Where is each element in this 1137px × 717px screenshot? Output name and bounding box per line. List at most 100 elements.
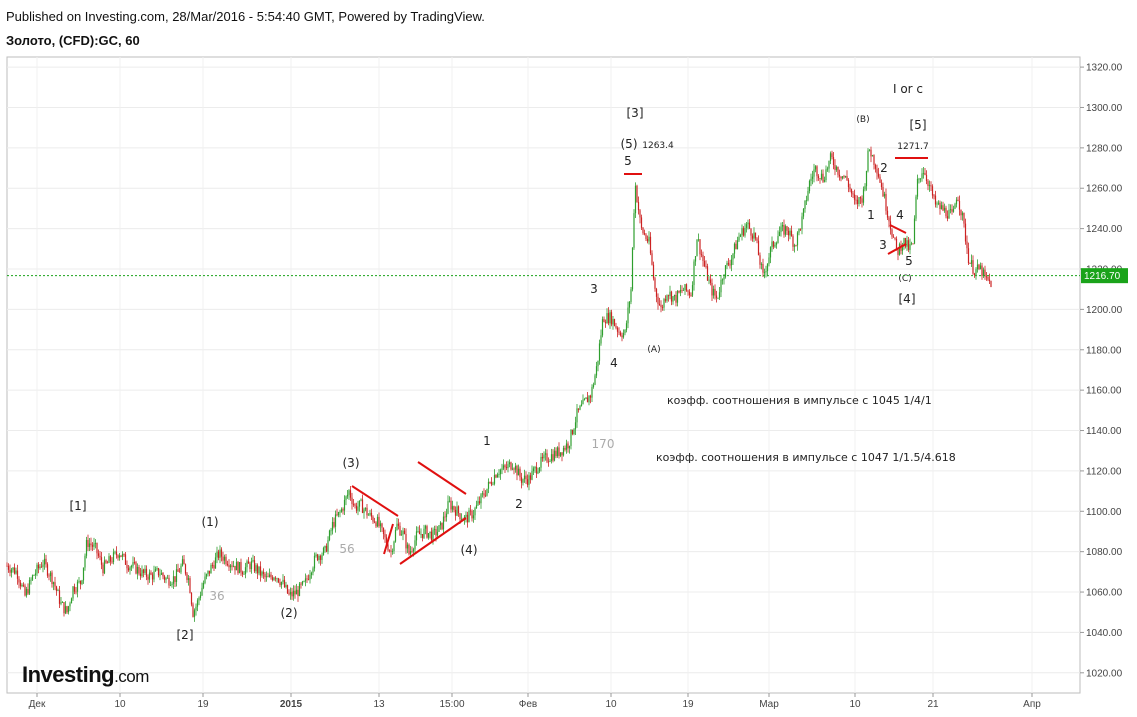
candle-body <box>708 279 710 281</box>
candle-body <box>895 238 898 249</box>
candle-body <box>76 581 79 592</box>
candle-body <box>469 510 472 512</box>
candle-body <box>585 397 587 399</box>
wave-label: I or c <box>893 82 923 96</box>
candle-body <box>123 554 125 555</box>
candle-body <box>955 199 958 205</box>
candle-body <box>429 531 431 534</box>
candle-body <box>732 253 734 260</box>
candle-body <box>145 568 148 577</box>
candle-body <box>975 269 977 275</box>
candle-body <box>97 553 100 556</box>
candle-body <box>963 212 965 224</box>
candle-body <box>843 176 845 178</box>
candle-body <box>450 500 452 510</box>
candle-body <box>117 555 119 558</box>
candle-body <box>75 591 77 593</box>
candle-body <box>337 511 340 516</box>
candle-body <box>939 202 941 210</box>
candle-body <box>486 488 488 496</box>
x-tick-label: 19 <box>682 699 694 710</box>
x-tick-label: 13 <box>373 699 385 710</box>
candle-body <box>945 207 947 217</box>
candle-body <box>790 230 793 237</box>
candle-body <box>328 530 331 541</box>
candle-body <box>297 589 299 596</box>
candle-body <box>208 570 211 574</box>
candle-body <box>570 429 572 446</box>
candle-body <box>144 568 146 573</box>
candle-body <box>490 482 493 485</box>
candle-body <box>765 271 767 273</box>
wave-label: 3 <box>879 238 887 252</box>
candle-body <box>532 468 535 472</box>
candle-body <box>258 566 260 574</box>
candle-body <box>970 260 973 264</box>
candle-body <box>988 279 991 281</box>
candle-body <box>96 542 98 554</box>
candle-body <box>600 335 602 344</box>
candle-body <box>126 564 128 569</box>
candle-body <box>43 558 46 565</box>
candle-body <box>498 474 500 475</box>
wave-label: 3 <box>590 282 598 296</box>
candle-body <box>859 197 862 199</box>
candle-body <box>736 240 739 250</box>
candle-body <box>952 208 955 212</box>
candle-body <box>798 228 800 233</box>
candle-body <box>724 265 727 277</box>
candle-body <box>139 573 142 577</box>
candle-body <box>268 574 271 577</box>
wave-markup <box>351 157 928 565</box>
wave-label: 4 <box>610 356 618 370</box>
trendline-lower-b <box>399 517 467 565</box>
wave-label: [5] <box>910 118 927 132</box>
candle-body <box>807 190 809 201</box>
candle-body <box>318 555 320 561</box>
candle-body <box>414 540 416 550</box>
candle-body <box>42 564 44 568</box>
candle-body <box>522 479 524 483</box>
candle-body <box>393 541 395 552</box>
candle-body <box>460 518 463 520</box>
candle-body <box>105 560 107 563</box>
candle-body <box>187 578 190 580</box>
x-tick-label: Дек <box>29 699 46 710</box>
candle-body <box>964 223 967 242</box>
candle-body <box>838 174 841 177</box>
candle-body <box>102 564 104 574</box>
candle-body <box>381 523 383 528</box>
candle-body <box>451 506 454 510</box>
candle-body <box>433 529 436 530</box>
candle-body <box>114 551 116 553</box>
candle-body <box>904 238 907 247</box>
candle-body <box>747 222 749 225</box>
candle-body <box>322 547 325 555</box>
candle-body <box>646 238 649 242</box>
candle-body <box>972 260 974 274</box>
candle-body <box>648 236 650 242</box>
candle-body <box>772 241 775 247</box>
y-tick-label: 1060.00 <box>1086 588 1123 599</box>
candle-body <box>745 224 748 228</box>
candle-body <box>901 245 904 251</box>
candle-body <box>657 296 659 304</box>
candle-body <box>589 395 592 398</box>
candle-body <box>246 561 248 568</box>
candle-body <box>480 494 482 504</box>
candle-body <box>390 550 392 552</box>
candle-body <box>511 468 514 470</box>
candle-body <box>760 264 763 265</box>
candle-body <box>213 565 215 569</box>
candle-body <box>477 501 479 506</box>
candle-body <box>154 569 157 572</box>
candle-body <box>879 176 881 183</box>
candle-body <box>228 565 230 568</box>
candle-body <box>163 576 166 580</box>
candle-body <box>271 577 274 581</box>
candle-body <box>432 529 434 541</box>
candle-body <box>87 540 89 547</box>
candle-body <box>826 168 829 170</box>
candle-body <box>726 262 728 266</box>
